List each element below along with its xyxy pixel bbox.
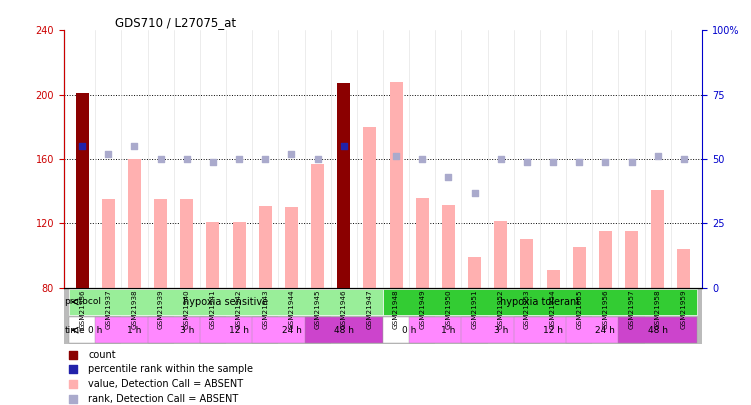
Text: hypoxia tolerant: hypoxia tolerant [500, 297, 580, 307]
Text: GDS710 / L27075_at: GDS710 / L27075_at [115, 16, 236, 29]
Point [207, 158, 219, 165]
Bar [547, 270, 559, 288]
Text: 0 h: 0 h [402, 326, 416, 335]
Bar [599, 231, 612, 288]
Text: 12 h: 12 h [543, 326, 563, 335]
Text: count: count [88, 350, 116, 360]
Text: hypoxia sensitive: hypoxia sensitive [183, 297, 269, 307]
Bar [154, 199, 167, 288]
Bar [311, 164, 324, 288]
Bar [383, 318, 436, 343]
Bar [147, 318, 226, 343]
Bar [390, 82, 403, 288]
Point [442, 174, 454, 180]
Bar [573, 247, 586, 288]
Point [390, 153, 402, 160]
Text: 48 h: 48 h [333, 326, 354, 335]
Text: percentile rank within the sample: percentile rank within the sample [88, 364, 253, 374]
Text: 1 h: 1 h [442, 326, 456, 335]
Point [652, 153, 664, 160]
Bar [383, 289, 697, 315]
Bar [128, 159, 141, 288]
Text: rank, Detection Call = ABSENT: rank, Detection Call = ABSENT [88, 394, 238, 404]
Point [312, 156, 324, 162]
Point [102, 151, 114, 157]
Text: 0 h: 0 h [88, 326, 102, 335]
Bar [76, 93, 89, 288]
Point [181, 156, 193, 162]
Bar [520, 239, 533, 288]
Point [573, 158, 585, 165]
Bar [677, 249, 690, 288]
Point [464, 349, 476, 355]
Point [364, 135, 376, 142]
Point [678, 156, 690, 162]
Point [464, 215, 476, 222]
Point [469, 189, 481, 196]
Bar [416, 198, 429, 288]
Point [495, 156, 507, 162]
Text: protocol: protocol [65, 297, 101, 306]
Point [599, 158, 611, 165]
Text: 1 h: 1 h [127, 326, 142, 335]
Bar [442, 205, 455, 288]
Bar [566, 318, 644, 343]
Bar [69, 289, 383, 315]
Bar [102, 199, 115, 288]
Point [128, 143, 140, 149]
Bar [252, 318, 330, 343]
Bar [259, 206, 272, 288]
Bar [468, 257, 481, 288]
Bar [409, 318, 487, 343]
Bar [651, 190, 664, 288]
Point [626, 158, 638, 165]
Text: 24 h: 24 h [282, 326, 301, 335]
Point [416, 156, 428, 162]
Text: 24 h: 24 h [596, 326, 615, 335]
Point [233, 156, 245, 162]
Point [338, 143, 350, 149]
Bar [514, 318, 593, 343]
Bar [285, 207, 298, 288]
Text: 12 h: 12 h [229, 326, 249, 335]
Text: time: time [65, 326, 86, 335]
Point [547, 158, 559, 165]
Bar [69, 318, 122, 343]
Bar [494, 221, 507, 288]
Bar [619, 318, 697, 343]
Text: 48 h: 48 h [647, 326, 668, 335]
Bar [337, 83, 350, 288]
Bar [207, 222, 219, 288]
Point [521, 158, 533, 165]
Bar [625, 231, 638, 288]
Bar [304, 318, 383, 343]
Point [259, 156, 271, 162]
Point [155, 156, 167, 162]
Bar [363, 127, 376, 288]
Text: 3 h: 3 h [179, 326, 194, 335]
Text: 3 h: 3 h [493, 326, 508, 335]
Bar [200, 318, 279, 343]
Bar [95, 318, 173, 343]
Point [76, 143, 88, 149]
Point [464, 81, 476, 87]
Point [285, 151, 297, 157]
Bar [180, 199, 193, 288]
Text: value, Detection Call = ABSENT: value, Detection Call = ABSENT [88, 379, 243, 389]
Bar [233, 222, 246, 288]
Bar [462, 318, 540, 343]
